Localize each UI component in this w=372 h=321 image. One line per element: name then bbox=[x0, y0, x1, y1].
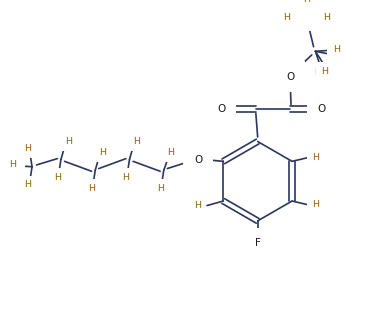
Text: H: H bbox=[65, 137, 72, 146]
Text: H: H bbox=[321, 67, 328, 76]
Text: H: H bbox=[88, 184, 95, 193]
Text: H: H bbox=[167, 148, 174, 157]
Text: H: H bbox=[315, 68, 322, 77]
Text: H: H bbox=[195, 201, 202, 210]
Text: H: H bbox=[157, 184, 164, 193]
Text: O: O bbox=[286, 72, 294, 82]
Text: H: H bbox=[24, 180, 31, 189]
Text: H: H bbox=[312, 200, 319, 209]
Text: H: H bbox=[312, 153, 319, 162]
Text: H: H bbox=[99, 148, 106, 157]
Text: O: O bbox=[218, 104, 226, 114]
Text: H: H bbox=[24, 144, 31, 153]
Text: O: O bbox=[318, 104, 326, 114]
Text: H: H bbox=[9, 160, 16, 169]
Text: H: H bbox=[133, 137, 140, 146]
Text: O: O bbox=[194, 154, 202, 165]
Text: H: H bbox=[323, 13, 330, 22]
Text: F: F bbox=[255, 239, 261, 248]
Text: H: H bbox=[333, 45, 340, 54]
Text: H: H bbox=[324, 67, 331, 76]
Text: H: H bbox=[283, 13, 290, 22]
Text: H: H bbox=[332, 51, 339, 60]
Text: H: H bbox=[54, 173, 61, 182]
Text: H: H bbox=[122, 173, 129, 182]
Text: H: H bbox=[303, 0, 310, 4]
